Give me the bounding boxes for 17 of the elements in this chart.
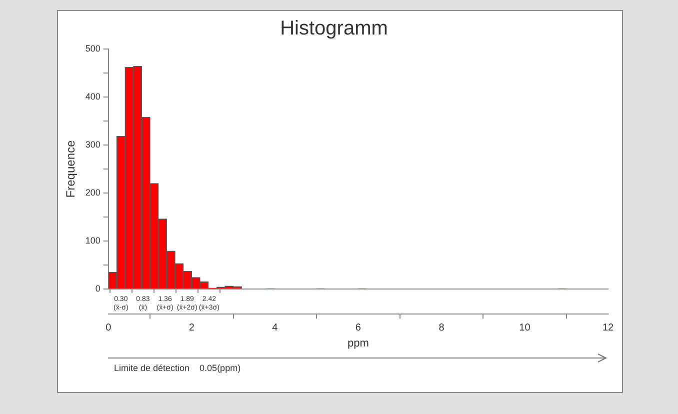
y-tick-label: 400 <box>85 91 100 102</box>
y-tick-label: 200 <box>85 187 100 198</box>
y-tick-label: 100 <box>85 235 100 246</box>
chart-title: Histogramm <box>280 18 388 40</box>
x-tick-label: 8 <box>438 322 445 334</box>
y-axis-title: Frequence <box>64 140 78 198</box>
y-tick-label: 300 <box>85 139 100 150</box>
x-tick-label: 0 <box>106 322 112 334</box>
y-tick-label: 500 <box>85 43 100 54</box>
x-axis-title: ppm <box>348 337 369 350</box>
x-tick-label: 6 <box>355 322 362 334</box>
x-tick-label: 2 <box>188 322 195 334</box>
x-tick-label: 12 <box>602 322 614 334</box>
text: Limite de détection 0.05(ppm) <box>114 363 241 373</box>
x-tick-label: 4 <box>272 322 278 334</box>
x-tick-label: 10 <box>519 322 531 334</box>
y-tick-label: 0 <box>95 283 100 294</box>
